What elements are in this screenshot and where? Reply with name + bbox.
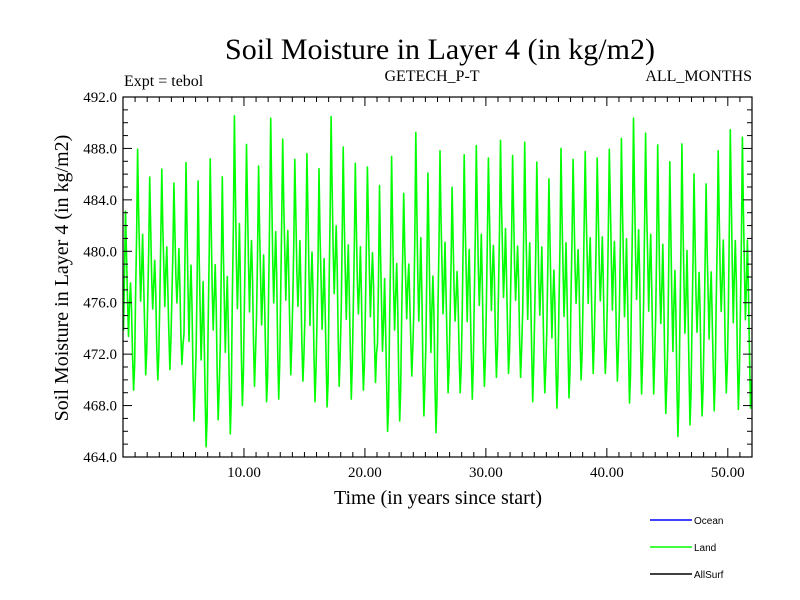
legend-label-allsurf: AllSurf <box>694 570 724 581</box>
legend-label-land: Land <box>694 543 716 554</box>
months-label: ALL_MONTHS <box>645 68 752 85</box>
land-series-path <box>122 115 753 448</box>
y-tick-label: 492.0 <box>83 90 117 106</box>
x-tick-label: 30.00 <box>469 465 503 481</box>
y-tick-label: 488.0 <box>83 141 117 157</box>
x-axis-label: Time (in years since start) <box>334 487 542 509</box>
x-tick-label: 40.00 <box>590 465 624 481</box>
chart-title: Soil Moisture in Layer 4 (in kg/m2) <box>225 33 655 66</box>
x-tick-label: 50.00 <box>711 465 745 481</box>
y-tick-label: 472.0 <box>83 347 117 363</box>
y-tick-label: 484.0 <box>83 193 117 209</box>
legend: Ocean Land AllSurf <box>650 516 724 581</box>
y-tick-label: 468.0 <box>83 399 117 415</box>
x-tick-label: 20.00 <box>348 465 382 481</box>
dataset-label: GETECH_P-T <box>384 68 479 85</box>
x-tick-labels: 10.00 20.00 30.00 40.00 50.00 <box>227 465 745 481</box>
land-series-line <box>122 115 753 448</box>
y-axis-label: Soil Moisture in Layer 4 (in kg/m2) <box>51 135 73 422</box>
y-tick-labels: 464.0 468.0 472.0 476.0 480.0 484.0 488.0 492.0 <box>83 90 117 466</box>
experiment-label: Expt = tebol <box>124 73 204 90</box>
y-tick-label: 476.0 <box>83 296 117 312</box>
x-tick-label: 10.00 <box>227 465 261 481</box>
y-tick-label: 480.0 <box>83 244 117 260</box>
legend-label-ocean: Ocean <box>694 516 723 527</box>
axis-ticks <box>123 96 753 458</box>
y-tick-label: 464.0 <box>83 450 117 466</box>
